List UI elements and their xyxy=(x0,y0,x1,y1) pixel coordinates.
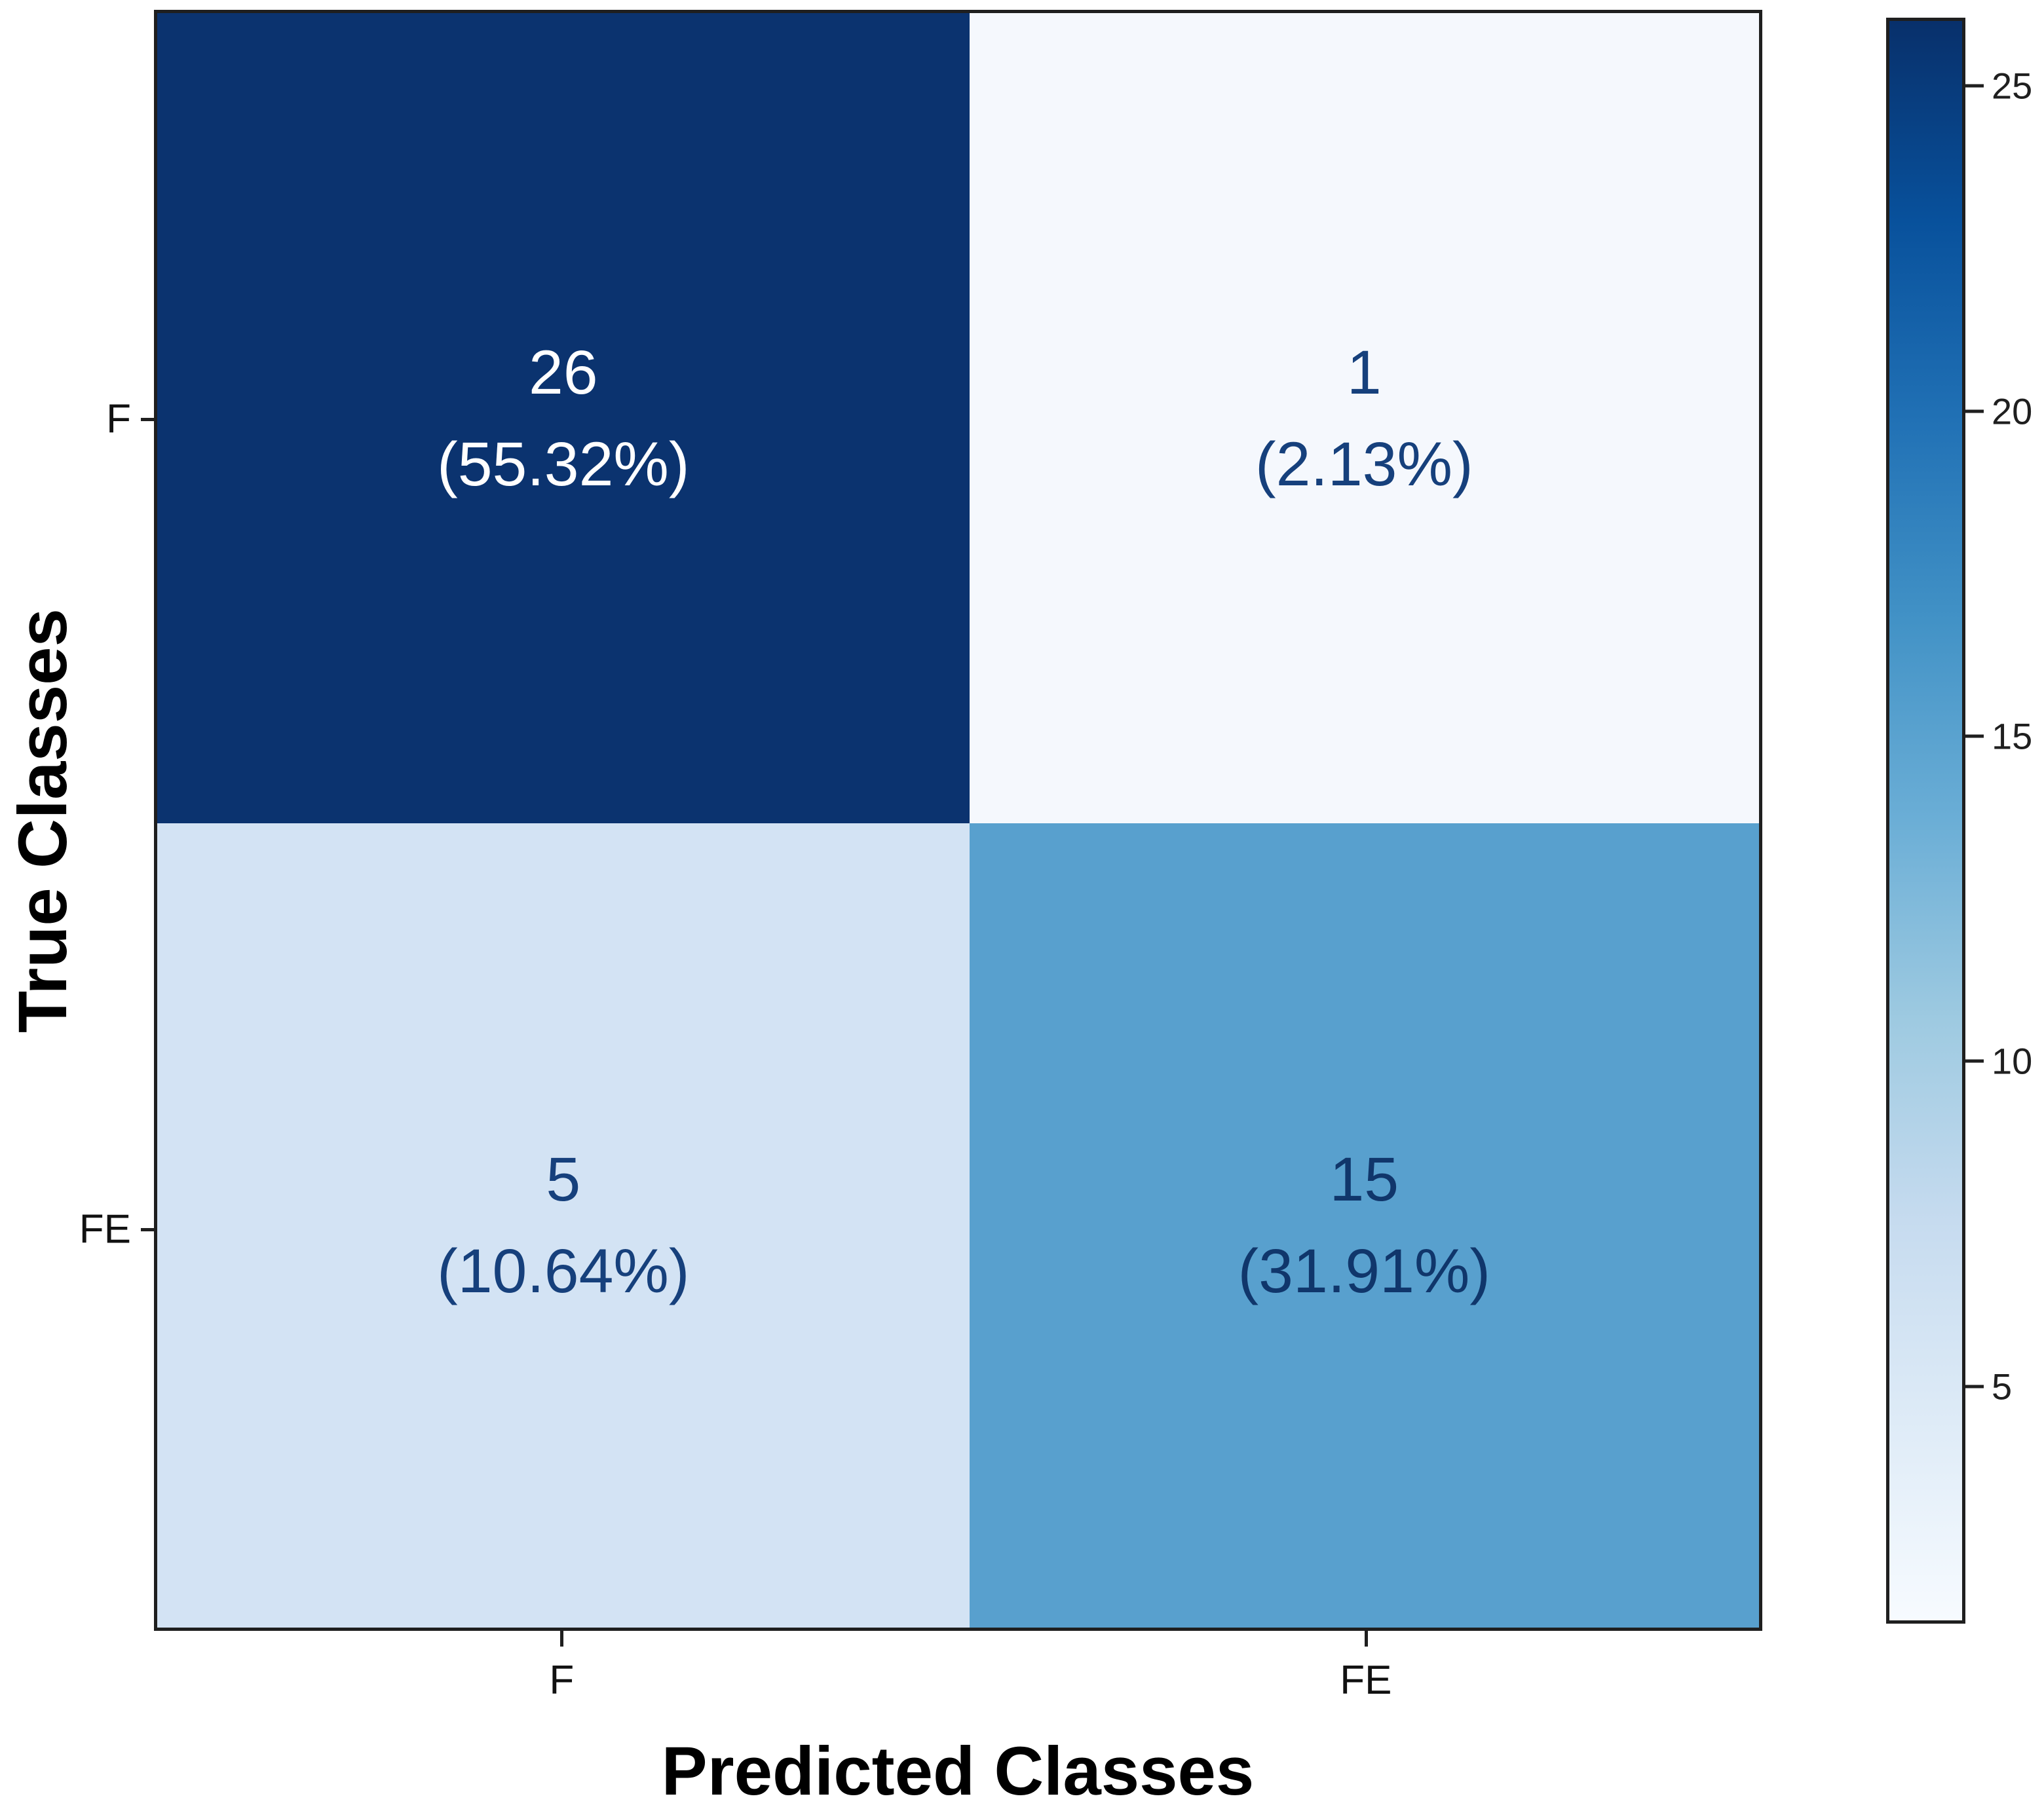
cell-percent: (2.13%) xyxy=(1255,429,1473,499)
colorbar-tick-mark xyxy=(1965,84,1984,88)
colorbar-tick-label-10: 10 xyxy=(1992,1040,2033,1082)
colorbar-tick-mark xyxy=(1965,1385,1984,1389)
x-axis-title: Predicted Classes xyxy=(661,1733,1255,1809)
x-tick-mark xyxy=(1364,1631,1368,1647)
colorbar-tick-label-5: 5 xyxy=(1992,1366,2013,1408)
colorbar-tick-mark xyxy=(1965,734,1984,738)
y-tick-label-F: F xyxy=(106,396,131,442)
y-tick-label-FE: FE xyxy=(79,1206,131,1252)
colorbar xyxy=(1886,18,1965,1624)
y-tick-mark xyxy=(141,1228,154,1232)
cell-percent: (55.32%) xyxy=(437,429,690,499)
cell-percent: (31.91%) xyxy=(1238,1237,1491,1307)
y-tick-mark xyxy=(141,417,154,421)
cell-count: 5 xyxy=(546,1145,581,1215)
colorbar-tick-label-15: 15 xyxy=(1992,715,2033,757)
colorbar-tick-label-20: 20 xyxy=(1992,390,2033,432)
colorbar-tick-mark xyxy=(1965,409,1984,413)
colorbar-tick-label-25: 25 xyxy=(1992,65,2033,107)
matrix-cell-FE-FE: 15 (31.91%) xyxy=(969,823,1759,1628)
matrix-cell-FE-F: 5 (10.64%) xyxy=(157,823,970,1628)
x-tick-label-F: F xyxy=(549,1658,575,1703)
cell-count: 26 xyxy=(528,337,598,407)
x-tick-mark xyxy=(560,1631,564,1647)
matrix-plot-area: 26 (55.32%) 1 (2.13%) 5 (10.64%) 15 (31.91%) xyxy=(154,10,1762,1631)
x-tick-label-FE: FE xyxy=(1340,1658,1392,1703)
colorbar-tick-mark xyxy=(1965,1059,1984,1063)
cell-count: 15 xyxy=(1329,1145,1399,1215)
y-axis-title: True Classes xyxy=(5,608,81,1033)
cell-count: 1 xyxy=(1346,337,1382,407)
cell-percent: (10.64%) xyxy=(437,1237,690,1307)
matrix-cell-F-F: 26 (55.32%) xyxy=(157,13,970,824)
matrix-cell-F-FE: 1 (2.13%) xyxy=(969,13,1759,824)
